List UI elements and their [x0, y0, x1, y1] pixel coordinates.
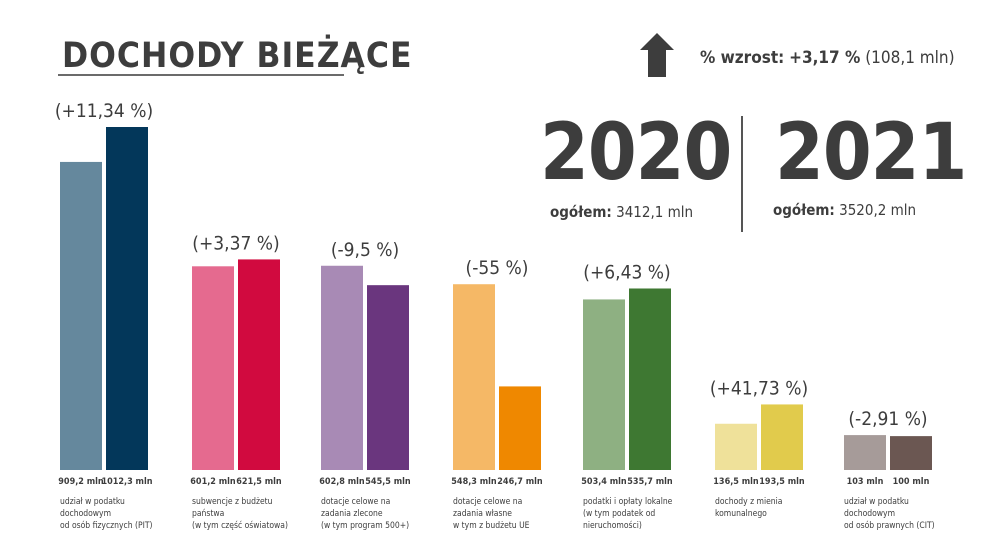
- change-label: (+3,37 %): [192, 232, 279, 254]
- category-label: dotacje celowe na: [321, 497, 390, 507]
- value-label-2021: 1012,3 mln: [101, 477, 152, 487]
- change-label: (-55 %): [466, 257, 529, 279]
- change-label: (+41,73 %): [710, 377, 808, 399]
- bar-2021: [499, 386, 541, 470]
- value-label-2021: 246,7 mln: [497, 477, 543, 487]
- total-2021: ogółem: 3520,2 mln: [773, 201, 916, 219]
- bar-2021: [106, 127, 148, 470]
- value-label-2020: 136,5 mln: [713, 477, 759, 487]
- category-label: nieruchomości): [583, 520, 642, 531]
- change-label: (+6,43 %): [583, 261, 670, 283]
- change-label: (-9,5 %): [331, 239, 399, 261]
- bar-2021: [238, 259, 280, 470]
- total-label-2021: ogółem:: [773, 201, 835, 219]
- category-label: zadania zlecone: [321, 509, 383, 519]
- year-2020-heading: 2020: [540, 108, 732, 198]
- value-label-2021: 100 mln: [893, 477, 930, 487]
- value-label-2020: 602,8 mln: [319, 477, 365, 487]
- value-label-2020: 909,2 mln: [58, 477, 104, 487]
- bar-2021: [761, 404, 803, 470]
- category-label: państwa: [192, 509, 224, 519]
- year-2021-heading: 2021: [775, 108, 967, 198]
- total-value-2020: 3412,1 mln: [616, 203, 694, 221]
- category-label: (w tym część oświatowa): [192, 520, 288, 531]
- value-label-2021: 545,5 mln: [365, 477, 411, 487]
- page-title: DOCHODY BIEŻĄCE: [62, 36, 413, 76]
- bar-2020: [192, 266, 234, 470]
- category-label: w tym z budżetu UE: [453, 521, 530, 531]
- category-label: dochodowym: [60, 509, 111, 519]
- category-label: (w tym program 500+): [321, 521, 409, 531]
- bar-2021: [367, 285, 409, 470]
- change-label: (+11,34 %): [55, 100, 153, 122]
- bar-2020: [321, 265, 363, 470]
- bar-2021: [890, 436, 932, 470]
- bar-2020: [583, 299, 625, 470]
- category-label: zadania własne: [453, 509, 512, 519]
- category-label: dochodowym: [844, 509, 895, 519]
- bar-2020: [60, 161, 102, 471]
- bar-2020: [844, 435, 886, 470]
- bar-2021: [629, 288, 671, 470]
- growth-amount: (108,1 mln): [865, 48, 955, 68]
- value-label-2020: 548,3 mln: [451, 477, 497, 487]
- category-label: dochody z mienia: [715, 497, 782, 507]
- value-label-2021: 621,5 mln: [236, 477, 282, 487]
- category-label: komunalnego: [715, 509, 767, 519]
- category-label: udział w podatku: [60, 497, 125, 507]
- bar-2020: [453, 284, 495, 470]
- year-divider: [741, 116, 743, 232]
- value-label-2021: 535,7 mln: [627, 477, 673, 487]
- value-label-2021: 193,5 mln: [759, 477, 805, 487]
- value-label-2020: 601,2 mln: [190, 477, 236, 487]
- total-2020: ogółem: 3412,1 mln: [550, 203, 693, 221]
- bar-2020: [715, 423, 757, 470]
- value-label-2020: 103 mln: [847, 477, 884, 487]
- title-underline: [58, 74, 344, 76]
- growth-label: % wzrost:: [700, 48, 785, 68]
- change-label: (-2,91 %): [848, 408, 927, 430]
- total-label-2020: ogółem:: [550, 203, 612, 221]
- category-label: od osób fizycznych (PIT): [60, 520, 153, 531]
- growth-summary: % wzrost: +3,17 % (108,1 mln): [700, 48, 955, 68]
- category-label: subwencje z budżetu: [192, 497, 273, 507]
- value-label-2020: 503,4 mln: [581, 477, 627, 487]
- total-value-2021: 3520,2 mln: [839, 201, 917, 219]
- category-label: od osób prawnych (CIT): [844, 520, 935, 531]
- growth-value: +3,17 %: [789, 48, 861, 68]
- up-arrow-icon: [640, 33, 674, 77]
- category-label: dotacje celowe na: [453, 497, 522, 507]
- category-label: udział w podatku: [844, 497, 909, 507]
- category-label: (w tym podatek od: [583, 509, 655, 519]
- category-label: podatki i opłaty lokalne: [583, 497, 673, 507]
